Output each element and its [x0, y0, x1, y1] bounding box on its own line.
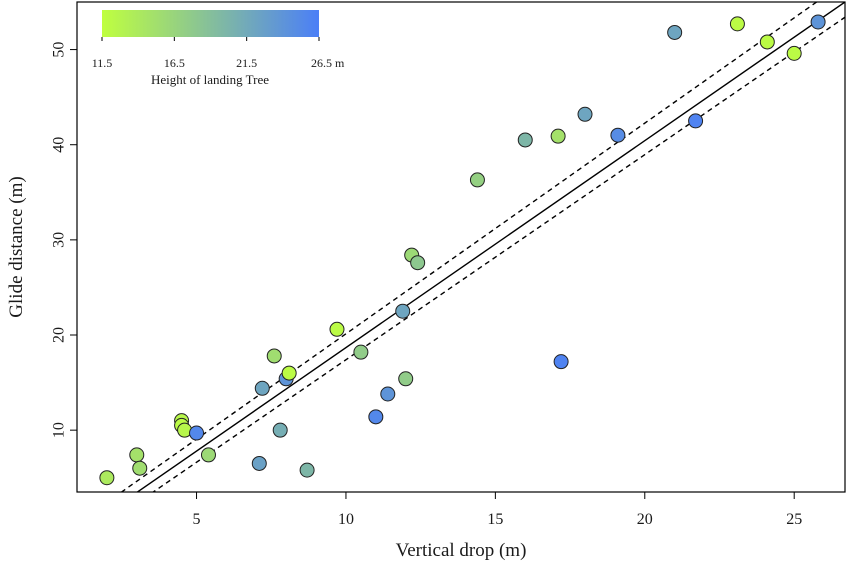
scatter-points: [99, 14, 826, 486]
data-point: [786, 45, 802, 61]
data-point: [469, 172, 485, 188]
data-point: [189, 425, 205, 441]
data-point: [299, 462, 315, 478]
colorbar-tick-label: 21.5: [236, 56, 257, 70]
data-point: [398, 371, 414, 387]
y-tick-label: 50: [51, 42, 68, 58]
data-point: [251, 455, 267, 471]
x-tick-label: 25: [786, 511, 802, 528]
data-point: [410, 255, 426, 271]
data-point: [281, 365, 297, 381]
x-tick-label: 5: [193, 511, 201, 528]
data-point: [272, 422, 288, 438]
data-point: [688, 113, 704, 129]
y-axis: 10 20 30 40 50: [51, 42, 77, 438]
data-point: [353, 344, 369, 360]
data-point: [577, 106, 593, 122]
colorbar-ticks: 11.5 16.5 21.5 26.5 m: [92, 37, 345, 70]
data-point: [729, 16, 745, 32]
plot-frame: [76, 1, 846, 493]
x-axis: 5 10 15 20 25: [193, 492, 802, 528]
colorbar: [102, 10, 319, 37]
x-axis-title: Vertical drop (m): [396, 540, 527, 561]
data-point: [395, 303, 411, 319]
fit-band-line: [120, 2, 818, 492]
fit-band-line: [152, 16, 845, 492]
data-point: [610, 127, 626, 143]
data-point: [810, 14, 826, 30]
colorbar-tick-label: 26.5 m: [311, 56, 345, 70]
data-point: [266, 348, 282, 364]
data-point: [550, 128, 566, 144]
y-axis-title: Glide distance (m): [6, 176, 27, 317]
data-point: [254, 380, 270, 396]
colorbar-tick-label: 16.5: [164, 56, 185, 70]
y-tick-label: 40: [51, 137, 68, 153]
data-point: [132, 460, 148, 476]
data-point: [200, 447, 216, 463]
data-point: [380, 386, 396, 402]
colorbar-tick-label: 11.5: [92, 56, 113, 70]
data-point: [99, 470, 115, 486]
data-point: [759, 34, 775, 50]
data-point: [329, 321, 345, 337]
x-tick-label: 10: [338, 511, 354, 528]
y-tick-label: 20: [51, 327, 68, 343]
data-point: [129, 447, 145, 463]
data-point: [517, 132, 533, 148]
data-point: [553, 354, 569, 370]
x-tick-label: 15: [487, 511, 503, 528]
fit-line: [136, 2, 845, 492]
x-tick-label: 20: [637, 511, 653, 528]
y-tick-label: 10: [51, 422, 68, 438]
y-tick-label: 30: [51, 232, 68, 248]
colorbar-title: Height of landing Tree: [151, 72, 269, 87]
data-point: [667, 24, 683, 40]
data-point: [368, 409, 384, 425]
